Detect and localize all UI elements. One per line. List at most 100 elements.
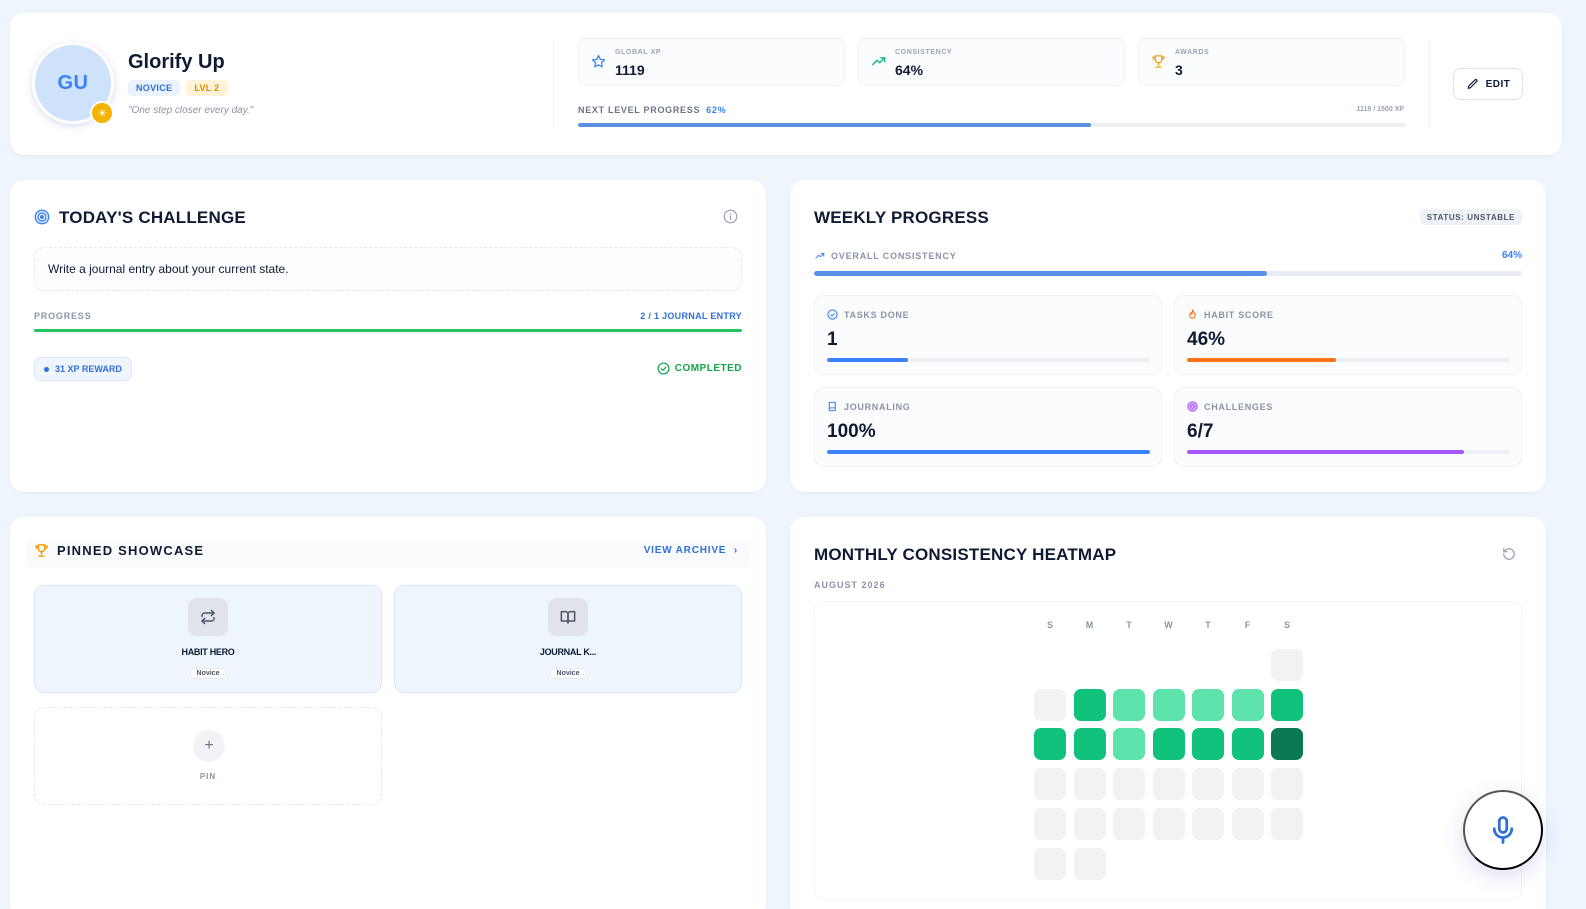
weekday-label: S [1283,620,1290,630]
heatmap-day-cell[interactable] [1192,768,1224,801]
heatmap-day-cell[interactable] [1113,688,1145,721]
heatmap-day-cell[interactable] [1073,768,1106,801]
progress-count: 2 / 1 JOURNAL ENTRY [640,311,742,321]
heatmap-day-cell[interactable] [1073,807,1106,840]
metric-value: 46% [1187,329,1226,350]
heatmap-day-cell[interactable] [1231,688,1264,721]
challenge-progress-bar [34,329,742,332]
heatmap-day-cell[interactable] [1113,768,1145,801]
chevron-right-icon: › [733,545,738,556]
stat-label: GLOBAL XP [615,49,662,56]
heatmap-day-cell[interactable] [1231,728,1264,761]
overall-consistency-bar [814,271,1522,276]
heatmap-day-cell[interactable] [1152,807,1185,840]
trophy-icon [35,544,48,557]
heatmap-day-cell[interactable] [1152,728,1185,761]
heatmap-day-cell[interactable] [1231,807,1264,840]
divider [553,39,554,129]
heatmap-day-cell[interactable] [1271,649,1303,681]
metric-label: HABIT SCORE [1204,309,1274,320]
trending-up-icon [815,253,825,259]
metric-value: 1 [827,329,838,350]
heatmap-day-cell[interactable] [1192,807,1224,840]
month-label: AUGUST 2026 [814,580,886,590]
pinned-badge-journal[interactable]: JOURNAL K... Novice [394,585,742,693]
completed-label: COMPLETED [674,363,742,374]
book-icon [828,401,836,412]
rank-tag: NOVICE [128,80,181,96]
book-open-icon [560,610,576,624]
metric-bar-fill [1187,450,1464,454]
stat-awards: AWARDS 3 [1138,38,1405,86]
weekday-label: T [1205,620,1211,630]
voice-input-button[interactable] [1463,790,1543,870]
heatmap-day-cell[interactable] [1034,728,1066,761]
next-level-progress-bar [578,123,1406,127]
metric-value: 6/7 [1187,421,1214,442]
sun-badge-icon: ☀ [90,101,114,125]
metric-label: CHALLENGES [1204,401,1274,412]
star-icon [591,54,606,68]
heatmap-day-cell[interactable] [1271,688,1303,721]
stat-consistency: CONSISTENCY 64% [858,38,1125,86]
metric-bar-fill [827,450,1150,454]
heatmap-day-cell[interactable] [1271,807,1303,840]
showcase-header [26,540,750,568]
heatmap-day-cell[interactable] [1034,768,1066,801]
metric-bar-fill [827,358,908,362]
metric-bar [1187,358,1510,362]
heatmap-day-cell[interactable] [1192,728,1224,761]
info-icon[interactable] [723,209,738,224]
overall-consistency-fill [814,271,1268,276]
heatmap-day-cell[interactable] [1152,768,1185,801]
heatmap-day-cell[interactable] [1271,728,1303,761]
refresh-icon[interactable] [1502,547,1516,561]
heatmap-day-cell[interactable] [1113,728,1145,761]
xp-reward-label: 31 XP REWARD [55,364,122,374]
pin-label: PIN [199,772,217,781]
showcase-title: PINNED SHOWCASE [57,543,205,558]
xp-reward-badge: 31 XP REWARD [34,357,132,381]
trophy-icon [1152,55,1165,68]
completed-status: COMPLETED [657,362,742,375]
metric-bar-fill [1187,358,1336,362]
dot-icon [44,366,49,372]
pinned-showcase-card: PINNED SHOWCASE VIEW ARCHIVE › HABIT HER… [10,517,766,909]
avatar[interactable]: GU [32,42,114,124]
metric-bar [1187,450,1510,454]
status-badge: STATUS: UNSTABLE [1419,209,1522,225]
todays-challenge-card: TODAY'S CHALLENGE Write a journal entry … [10,180,766,492]
next-level-progress-fill [578,123,1092,127]
metric-challenges: CHALLENGES 6/7 [1174,387,1522,467]
heatmap-title: MONTHLY CONSISTENCY HEATMAP [814,545,1117,564]
heatmap-day-cell[interactable] [1152,688,1185,721]
heatmap-day-cell[interactable] [1231,768,1264,801]
overall-consistency-label: OVERALL CONSISTENCY [814,251,957,261]
heatmap-day-cell[interactable] [1034,688,1066,721]
heatmap-day-cell[interactable] [1073,688,1106,721]
edit-label: EDIT [1485,78,1511,90]
heatmap-day-cell[interactable] [1192,688,1224,721]
view-archive-link[interactable]: VIEW ARCHIVE › [643,545,738,556]
profile-card: GU ☀ Glorify Up NOVICE LVL 2 "One step c… [10,13,1562,155]
progress-label: PROGRESS [34,311,92,321]
heatmap-day-cell[interactable] [1073,728,1106,761]
heatmap-day-cell[interactable] [1113,807,1145,840]
pinned-badge-habit-hero[interactable]: HABIT HERO Novice [34,585,382,693]
repeat-icon [201,609,215,625]
heatmap-day-cell[interactable] [1073,847,1106,880]
profile-name: Glorify Up [128,51,225,73]
heatmap-day-cell[interactable] [1271,768,1303,801]
heatmap-day-cell[interactable] [1034,807,1066,840]
edit-profile-button[interactable]: EDIT [1453,68,1523,100]
stat-label: CONSISTENCY [895,49,953,56]
stat-global-xp: GLOBAL XP 1119 [578,38,845,86]
microphone-icon [1492,816,1514,844]
metric-bar [827,450,1150,454]
challenge-progress-fill [34,329,742,332]
metric-habit-score: HABIT SCORE 46% [1174,295,1522,375]
plus-icon: + [193,730,225,762]
weekly-progress-card: WEEKLY PROGRESS STATUS: UNSTABLE OVERALL… [790,180,1546,492]
heatmap-day-cell[interactable] [1034,847,1066,880]
add-pin-slot[interactable]: + PIN [34,707,382,805]
